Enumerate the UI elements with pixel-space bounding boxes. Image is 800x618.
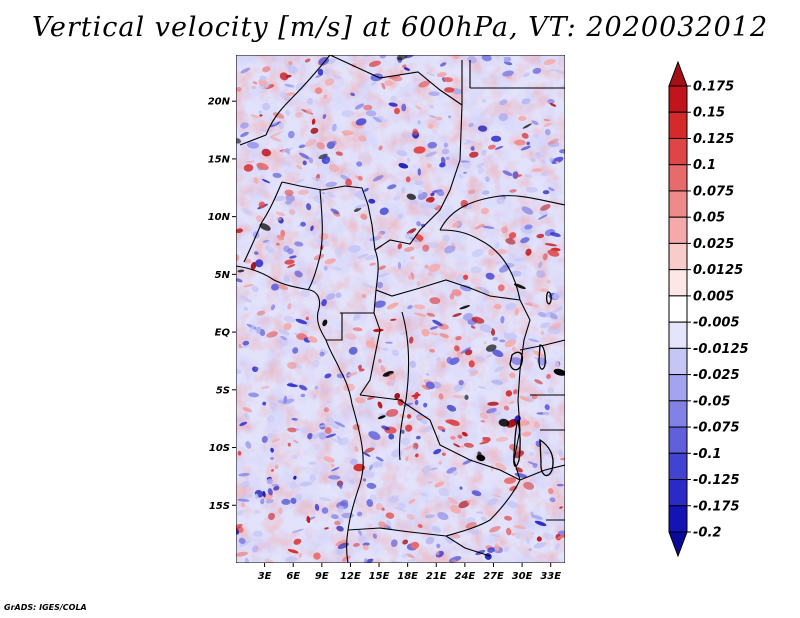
colorbar-bin — [668, 216, 688, 244]
y-tick-label: EQ — [215, 328, 231, 339]
x-tick-label: 15E — [369, 571, 390, 582]
colorbar-bin — [668, 452, 688, 481]
colorbar-bin — [668, 295, 688, 323]
colorbar-label: -0.025 — [693, 368, 740, 383]
colorbar-bin — [668, 479, 688, 507]
map-panel — [236, 55, 565, 563]
x-tick-label: 3E — [258, 571, 272, 582]
colorbar-bin — [668, 426, 688, 454]
colorbar-bin — [668, 164, 688, 192]
colorbar-bin — [668, 531, 688, 558]
x-tick-label: 27E — [483, 571, 504, 582]
colorbar-bin — [668, 400, 688, 428]
x-tick-label: 30E — [512, 571, 533, 582]
x-tick-label: 33E — [540, 571, 561, 582]
y-tick-label: 15N — [208, 154, 231, 165]
colorbar-bin — [668, 269, 688, 297]
colorbar-label: 0.075 — [693, 184, 734, 199]
colorbar-bin — [668, 111, 688, 139]
colorbar-bin — [668, 321, 688, 349]
colorbar-label: 0.025 — [693, 237, 734, 252]
colorbar-label: -0.0125 — [693, 342, 749, 357]
colorbar-bin — [668, 242, 688, 271]
y-tick-label: 5S — [216, 385, 230, 396]
colorbar-bin — [668, 137, 688, 166]
y-tick-label: 10S — [209, 443, 230, 454]
colorbar-label: -0.005 — [693, 316, 740, 331]
colorbar: 0.175 0.15 0.125 0.1 0.075 0.05 0.025 0.0125 0.0… — [668, 60, 749, 558]
chart-title: Vertical velocity [m/s] at 600hPa, VT: 2… — [31, 12, 769, 43]
colorbar-label: 0.05 — [693, 211, 725, 226]
colorbar-label: -0.175 — [693, 499, 740, 514]
colorbar-label: -0.125 — [693, 473, 740, 488]
x-tick-label: 9E — [315, 571, 329, 582]
y-tick-label: 20N — [208, 97, 231, 108]
y-axis: 20N 15N 10N 5N EQ 5S 10S 15S — [208, 97, 236, 512]
colorbar-bin — [668, 374, 688, 402]
footer-credit: GrADS: IGES/COLA — [4, 603, 87, 612]
y-tick-label: 5N — [215, 270, 231, 281]
colorbar-bin — [668, 60, 688, 87]
x-tick-label: 12E — [340, 571, 361, 582]
x-tick-label: 24E — [454, 571, 475, 582]
colorbar-label: -0.05 — [693, 394, 730, 409]
x-tick-label: 18E — [397, 571, 418, 582]
x-axis: 3E 6E 9E 12E 15E 18E 21E 24E 27E 30E 33E — [258, 563, 561, 582]
colorbar-bin — [668, 190, 688, 218]
x-tick-label: 21E — [426, 571, 447, 582]
colorbar-bin — [668, 505, 688, 533]
x-tick-label: 6E — [286, 571, 300, 582]
colorbar-bin — [668, 347, 688, 376]
y-tick-label: 15S — [209, 501, 230, 512]
colorbar-label: 0.15 — [693, 106, 725, 121]
colorbar-label: 0.1 — [693, 158, 716, 173]
colorbar-label: 0.175 — [693, 80, 734, 95]
y-tick-label: 10N — [208, 212, 231, 223]
colorbar-label: -0.075 — [693, 421, 740, 436]
noise-layer-speckle — [236, 55, 565, 563]
country-borders — [236, 55, 565, 563]
colorbar-label: -0.1 — [693, 447, 721, 462]
colorbar-bin — [668, 85, 688, 113]
colorbar-label: -0.2 — [693, 526, 721, 541]
colorbar-label: 0.125 — [693, 132, 734, 147]
colorbar-label: 0.005 — [693, 289, 734, 304]
colorbar-label: 0.0125 — [693, 263, 743, 278]
lakes — [509, 291, 554, 477]
